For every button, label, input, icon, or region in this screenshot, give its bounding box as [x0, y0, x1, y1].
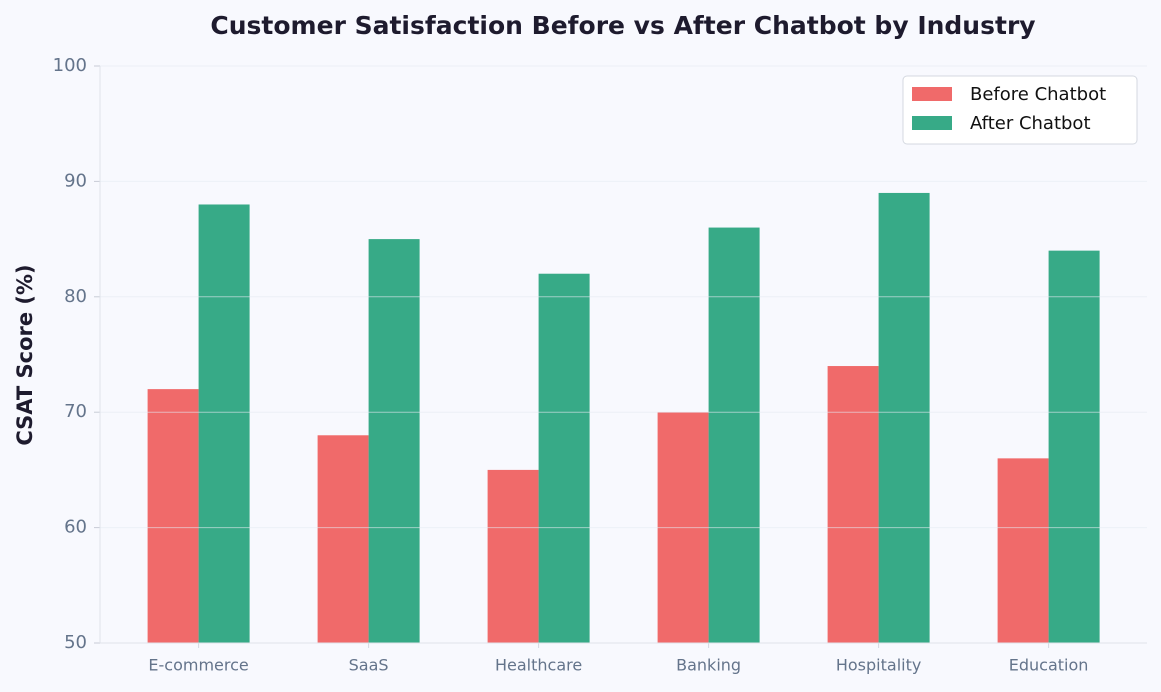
bar — [708, 227, 760, 643]
x-tick-label: SaaS — [349, 656, 389, 675]
legend-box — [902, 75, 1138, 145]
y-tick-label: 60 — [64, 517, 87, 538]
bar — [368, 239, 420, 643]
bar — [317, 435, 369, 643]
x-tick-label: Banking — [676, 656, 741, 675]
legend-label: After Chatbot — [970, 113, 1091, 134]
bar — [538, 273, 590, 643]
x-tick-label: Healthcare — [495, 656, 582, 675]
bar — [147, 389, 199, 643]
y-tick-label: 90 — [64, 170, 87, 191]
bar — [198, 204, 250, 644]
bar — [878, 192, 930, 643]
bar — [487, 469, 539, 643]
legend-swatch — [912, 116, 952, 130]
chart-title: Customer Satisfaction Before vs After Ch… — [210, 11, 1035, 40]
y-tick-label: 80 — [64, 286, 87, 307]
y-tick-label: 100 — [53, 55, 87, 76]
bar — [997, 458, 1049, 643]
bar — [1048, 250, 1100, 643]
x-tick-label: E-commerce — [148, 656, 248, 675]
x-tick-label: Education — [1009, 656, 1089, 675]
y-tick-label: 70 — [64, 401, 87, 422]
bar — [827, 366, 879, 643]
y-axis-label: CSAT Score (%) — [13, 264, 37, 445]
legend-swatch — [912, 87, 952, 101]
y-tick-label: 50 — [64, 632, 87, 653]
x-tick-label: Hospitality — [836, 656, 921, 675]
legend-label: Before Chatbot — [970, 84, 1106, 105]
